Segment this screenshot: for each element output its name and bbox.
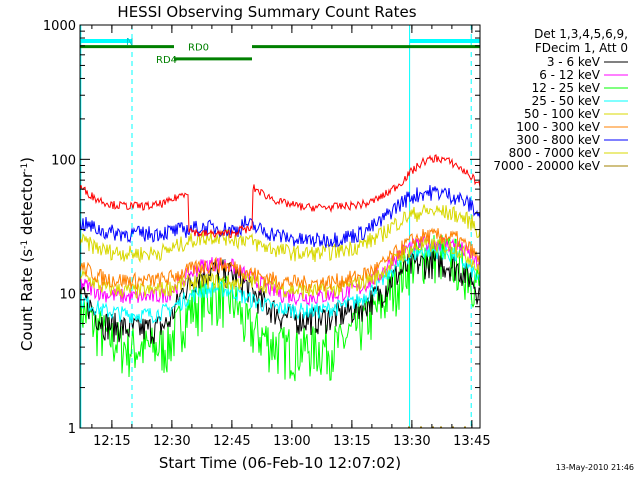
legend-label-6: 300 - 800 keV	[516, 133, 600, 147]
y-label-end: )	[18, 157, 36, 163]
y-tick-label-1: 10	[59, 288, 76, 303]
x-tick-label-5: 13:30	[393, 434, 430, 449]
x-tick-label-6: 13:45	[453, 434, 490, 449]
mode-label-rd0: RD0	[188, 43, 209, 54]
legend: Det 1,3,4,5,6,9,FDecim 1, Att 03 - 6 keV…	[493, 27, 628, 173]
y-axis: 1 10 100 1000	[43, 19, 480, 437]
x-tick-label-4: 13:15	[333, 434, 370, 449]
timestamp: 13-May-2010 21:46	[555, 463, 634, 472]
y-label-sup2: -1	[20, 163, 30, 172]
y-axis-label: Count Rate (s-1 detector-1)	[18, 157, 36, 351]
plot-area: N RD0 RD4	[79, 25, 481, 428]
series-line-3	[79, 244, 481, 325]
legend-header-1: FDecim 1, Att 0	[535, 41, 628, 55]
mode-label-rd4: RD4	[156, 55, 177, 66]
y-label-main: Count Rate (s	[18, 249, 36, 351]
series-line-red	[79, 154, 481, 239]
y-label-sup1: -1	[20, 240, 30, 249]
legend-label-2: 12 - 25 keV	[532, 81, 601, 95]
mode-label-n: N	[126, 37, 133, 48]
y-tick-label-3: 1000	[43, 19, 76, 34]
x-axis-label: Start Time (06-Feb-10 12:07:02)	[159, 454, 401, 472]
series-line-0	[79, 250, 481, 344]
legend-label-7: 800 - 7000 keV	[509, 146, 601, 160]
legend-label-1: 6 - 12 keV	[539, 68, 601, 82]
series-line-7	[79, 204, 481, 264]
series-line-5	[79, 227, 481, 293]
y-label-mid: detector	[18, 171, 36, 240]
legend-label-5: 100 - 300 keV	[516, 120, 600, 134]
x-tick-label-1: 12:30	[153, 434, 190, 449]
legend-label-3: 25 - 50 keV	[532, 94, 601, 108]
plot-frame	[79, 24, 481, 429]
x-tick-label-0: 12:15	[93, 434, 130, 449]
x-axis: 12:15 12:30 12:45 13:00 13:15 13:30 13:45	[91, 25, 491, 449]
legend-label-8: 7000 - 20000 keV	[493, 159, 600, 173]
y-tick-label-2: 100	[51, 153, 76, 168]
x-tick-label-2: 12:45	[213, 434, 250, 449]
series-line-2	[79, 235, 481, 382]
legend-label-4: 50 - 100 keV	[524, 107, 601, 121]
series-line-6	[79, 185, 481, 248]
legend-label-0: 3 - 6 keV	[547, 55, 601, 69]
chart-title: HESSI Observing Summary Count Rates	[117, 3, 416, 21]
x-tick-label-3: 13:00	[273, 434, 310, 449]
y-tick-label-0: 1	[68, 422, 76, 437]
legend-header-0: Det 1,3,4,5,6,9,	[534, 27, 628, 41]
